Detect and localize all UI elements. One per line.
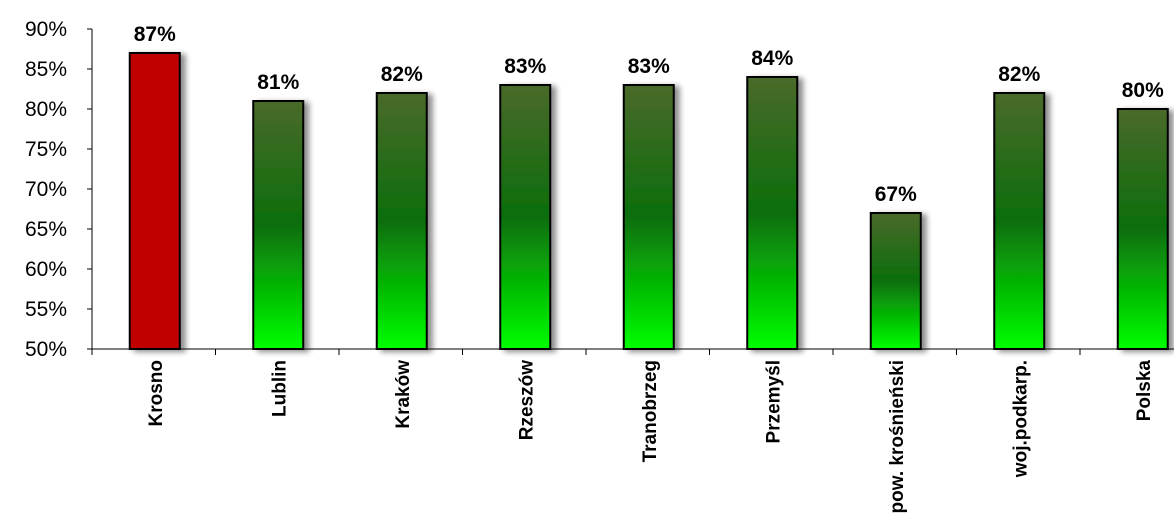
- bar: [375, 92, 428, 350]
- y-tick-label: 50%: [25, 338, 67, 361]
- data-label: 83%: [504, 55, 546, 78]
- data-label: 81%: [257, 71, 299, 94]
- bar: [128, 52, 181, 350]
- x-tick-label: Kraków: [393, 360, 414, 429]
- bar: [499, 84, 552, 350]
- bar: [869, 212, 922, 350]
- y-tick-label: 90%: [25, 18, 67, 41]
- data-label: 67%: [875, 183, 917, 206]
- y-axis: 50% 55% 60% 65% 70% 75% 80% 85% 90%: [25, 18, 93, 361]
- x-tick-label: woj.podkarp.: [1010, 360, 1031, 478]
- y-tick-label: 65%: [25, 218, 67, 241]
- category-labels: Krosno Lublin Kraków Rzeszów Tranobrzeg Przem…: [146, 360, 1155, 514]
- x-tick-label: Polska: [1134, 360, 1155, 422]
- data-label: 80%: [1122, 79, 1164, 102]
- x-tick-label: Tranobrzeg: [640, 360, 661, 462]
- data-label: 82%: [998, 63, 1040, 86]
- x-tick-label: Lublin: [269, 360, 290, 417]
- bar: [993, 92, 1046, 350]
- y-tick-label: 60%: [25, 258, 67, 281]
- bar: [622, 84, 675, 350]
- data-label: 82%: [381, 63, 423, 86]
- data-label: 84%: [751, 47, 793, 70]
- data-label: 87%: [134, 23, 176, 46]
- y-tick-label: 70%: [25, 178, 67, 201]
- x-tick-label: Rzeszów: [516, 360, 537, 440]
- data-label: 83%: [628, 55, 670, 78]
- y-tick-label: 80%: [25, 98, 67, 121]
- x-tick-label: pow. krośnieński: [887, 360, 908, 513]
- bars: [128, 52, 1169, 350]
- bar: [746, 76, 799, 350]
- bar: [1116, 108, 1169, 350]
- y-tick-label: 85%: [25, 58, 67, 81]
- bar: [252, 100, 305, 350]
- y-tick-label: 55%: [25, 298, 67, 321]
- data-labels: 87% 81% 82% 83% 83% 84% 67% 82% 80%: [134, 23, 1164, 206]
- x-tick-label: Przemyśl: [763, 360, 784, 443]
- x-tick-label: Krosno: [146, 360, 167, 427]
- y-tick-label: 75%: [25, 138, 67, 161]
